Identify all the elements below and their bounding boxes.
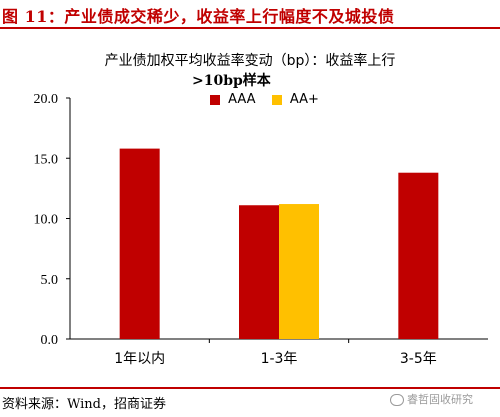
legend-label-aaa: AAA — [228, 92, 256, 107]
watermark: 睿哲固收研究 — [390, 391, 473, 407]
chart-subtitle: >10bp样本 — [192, 73, 271, 89]
chart-title: 产业债加权平均收益率变动（bp）：收益率上行 — [104, 53, 396, 69]
y-tick-label: 0.0 — [41, 333, 59, 348]
y-tick-label: 5.0 — [41, 273, 59, 288]
legend-item-aa-plus: AA+ — [271, 92, 319, 107]
wechat-icon — [390, 394, 404, 406]
x-tick-label: 1年以内 — [114, 351, 165, 367]
watermark-text: 睿哲固收研究 — [407, 393, 473, 406]
legend-item-aaa: AAA — [210, 92, 256, 107]
chart-legend: AAA AA+ — [210, 92, 331, 108]
chart-container: 0.0 5.0 10.0 15.0 20.0 1年以内 1-3年 3-5年 产业债加权平均收益… — [0, 30, 500, 386]
x-tick-label: 1-3年 — [261, 351, 298, 367]
legend-label-aa-plus: AA+ — [289, 92, 319, 107]
bar-chart: 0.0 5.0 10.0 15.0 20.0 1年以内 1-3年 3-5年 — [34, 92, 488, 367]
footer-divider — [0, 387, 500, 389]
bar-aaa — [119, 148, 160, 339]
y-tick-label: 10.0 — [34, 213, 59, 228]
bar-aaa — [239, 205, 279, 339]
legend-swatch-aa-plus — [271, 94, 282, 105]
bar-aaa — [398, 172, 439, 339]
source-note: 资料来源：Wind，招商证券 — [2, 397, 166, 412]
figure-header: 图 11：产业债成交稀少，收益率上行幅度不及城投债 — [0, 0, 500, 28]
x-tick-label: 3-5年 — [400, 351, 437, 367]
y-tick-label: 15.0 — [34, 152, 59, 167]
legend-swatch-aaa — [210, 94, 220, 105]
bar-aa-plus — [279, 204, 319, 339]
figure-title: 图 11：产业债成交稀少，收益率上行幅度不及城投债 — [2, 7, 395, 26]
header-divider — [0, 27, 500, 29]
y-tick-label: 20.0 — [34, 92, 59, 107]
